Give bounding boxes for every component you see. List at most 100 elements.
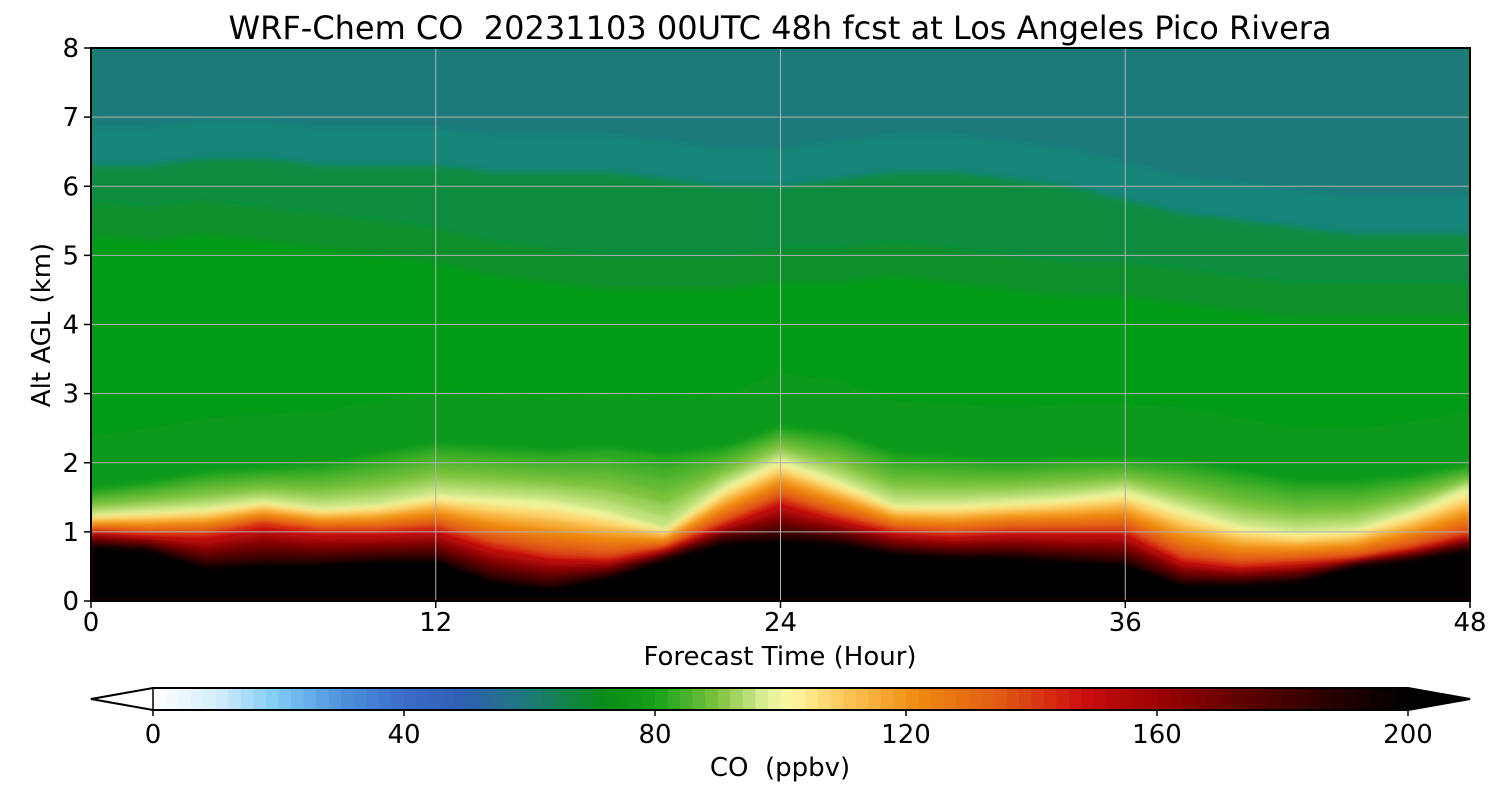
- colorbar-segment: [316, 688, 330, 710]
- colorbar-segment: [366, 688, 380, 710]
- colorbar-segment: [567, 688, 581, 710]
- x-tick-label: 12: [419, 608, 452, 638]
- colorbar-segment: [228, 688, 242, 710]
- y-tick-label: 2: [62, 449, 79, 479]
- colorbar-segment: [918, 688, 932, 710]
- colorbar-segment: [466, 688, 480, 710]
- colorbar-segment: [542, 688, 556, 710]
- x-tick-label: 36: [1109, 608, 1142, 638]
- colorbar-segment: [655, 688, 669, 710]
- colorbar-segment: [1182, 688, 1196, 710]
- colorbar-segment: [818, 688, 832, 710]
- colorbar-segment: [579, 688, 593, 710]
- colorbar-segment: [1031, 688, 1045, 710]
- colorbar-segment: [943, 688, 957, 710]
- y-tick-label: 1: [62, 518, 79, 548]
- colorbar-segment: [190, 688, 204, 710]
- y-axis-label: Alt AGL (km): [27, 243, 57, 407]
- colorbar-segment: [153, 688, 167, 710]
- colorbar-ticks: 0 40 80 120 160 200: [145, 710, 1433, 750]
- colorbar-tick-label: 40: [387, 720, 420, 750]
- colorbar-segment: [880, 688, 895, 710]
- colorbar-segment: [667, 688, 681, 710]
- colorbar-segment: [968, 688, 982, 710]
- colorbar-segment: [303, 688, 317, 710]
- y-tick-label: 0: [62, 587, 79, 617]
- colorbar-segment: [767, 688, 782, 710]
- colorbar-segment: [906, 688, 920, 710]
- colorbar-segment: [604, 688, 618, 710]
- colorbar-segment: [1094, 688, 1108, 710]
- colorbar-min-extend: [90, 687, 154, 711]
- colorbar-segment: [1018, 688, 1033, 710]
- colorbar-segment: [629, 688, 644, 710]
- y-axis-ticks: 0 1 2 3 4 5 6 7 8: [62, 34, 91, 617]
- colorbar-segment: [592, 688, 606, 710]
- colorbar-segment: [1006, 688, 1020, 710]
- colorbar-segment: [1144, 688, 1158, 710]
- colorbar-segment: [1119, 688, 1133, 710]
- y-tick-label: 4: [62, 311, 79, 341]
- colorbar-segment: [642, 688, 656, 710]
- colorbar-segment: [404, 688, 418, 710]
- colorbar-segment: [617, 688, 631, 710]
- colorbar-tick-label: 200: [1383, 720, 1433, 750]
- colorbar-segment: [1307, 688, 1321, 710]
- colorbar-segment: [1131, 688, 1146, 710]
- colorbar-segment: [1207, 688, 1221, 710]
- x-axis-ticks: 0 12 24 36 48: [83, 601, 1487, 638]
- colorbar-segment: [893, 688, 907, 710]
- colorbar-segment: [993, 688, 1007, 710]
- colorbar-segment: [416, 688, 430, 710]
- y-tick-label: 6: [62, 172, 79, 202]
- colorbar-tick-label: 0: [145, 720, 162, 750]
- colorbar-segment: [391, 688, 405, 710]
- colorbar-segment: [1157, 688, 1171, 710]
- colorbar-segment: [1194, 688, 1208, 710]
- colorbar-segment: [1169, 688, 1183, 710]
- colorbar-segment: [215, 688, 229, 710]
- y-tick-label: 5: [62, 241, 79, 271]
- colorbar-segment: [1320, 688, 1334, 710]
- colorbar-segment: [165, 688, 179, 710]
- y-tick-label: 7: [62, 103, 79, 133]
- colorbar-segment: [529, 688, 543, 710]
- colorbar-segment: [1069, 688, 1083, 710]
- x-tick-label: 0: [83, 608, 100, 638]
- colorbar-segment: [931, 688, 945, 710]
- colorbar-segment: [1345, 688, 1359, 710]
- colorbar-segment: [1332, 688, 1346, 710]
- colorbar-segment: [793, 688, 807, 710]
- colorbar-segment: [1106, 688, 1120, 710]
- colorbar-segment: [1370, 688, 1384, 710]
- x-tick-label: 48: [1453, 608, 1486, 638]
- colorbar-segment: [441, 688, 455, 710]
- colorbar-segment: [454, 688, 468, 710]
- grid-lines: [91, 48, 1470, 601]
- x-axis-label: Forecast Time (Hour): [643, 642, 916, 672]
- plot-area: [91, 48, 1470, 601]
- colorbar-segment: [1081, 688, 1095, 710]
- colorbar-segment: [1244, 688, 1258, 710]
- y-tick-label: 3: [62, 380, 79, 410]
- colorbar-segment: [1219, 688, 1233, 710]
- colorbar-segment: [491, 688, 505, 710]
- colorbar-segment: [554, 688, 568, 710]
- colorbar-segment: [353, 688, 367, 710]
- colorbar-segment: [429, 688, 443, 710]
- colorbar-segment: [1232, 688, 1246, 710]
- colorbar-segment: [291, 688, 305, 710]
- colorbar-segment: [742, 688, 756, 710]
- colorbar-segment: [1295, 688, 1309, 710]
- colorbar-segment: [692, 688, 706, 710]
- colorbar-segment: [981, 688, 995, 710]
- chart-title: WRF-Chem CO 20231103 00UTC 48h fcst at L…: [228, 9, 1331, 47]
- colorbar-segment: [780, 688, 794, 710]
- colorbar-segment: [479, 688, 493, 710]
- x-tick-label: 24: [764, 608, 797, 638]
- colorbar-segment: [705, 688, 719, 710]
- colorbar-tick-label: 160: [1132, 720, 1182, 750]
- colorbar-segment: [1382, 688, 1397, 710]
- colorbar-segment: [755, 688, 769, 710]
